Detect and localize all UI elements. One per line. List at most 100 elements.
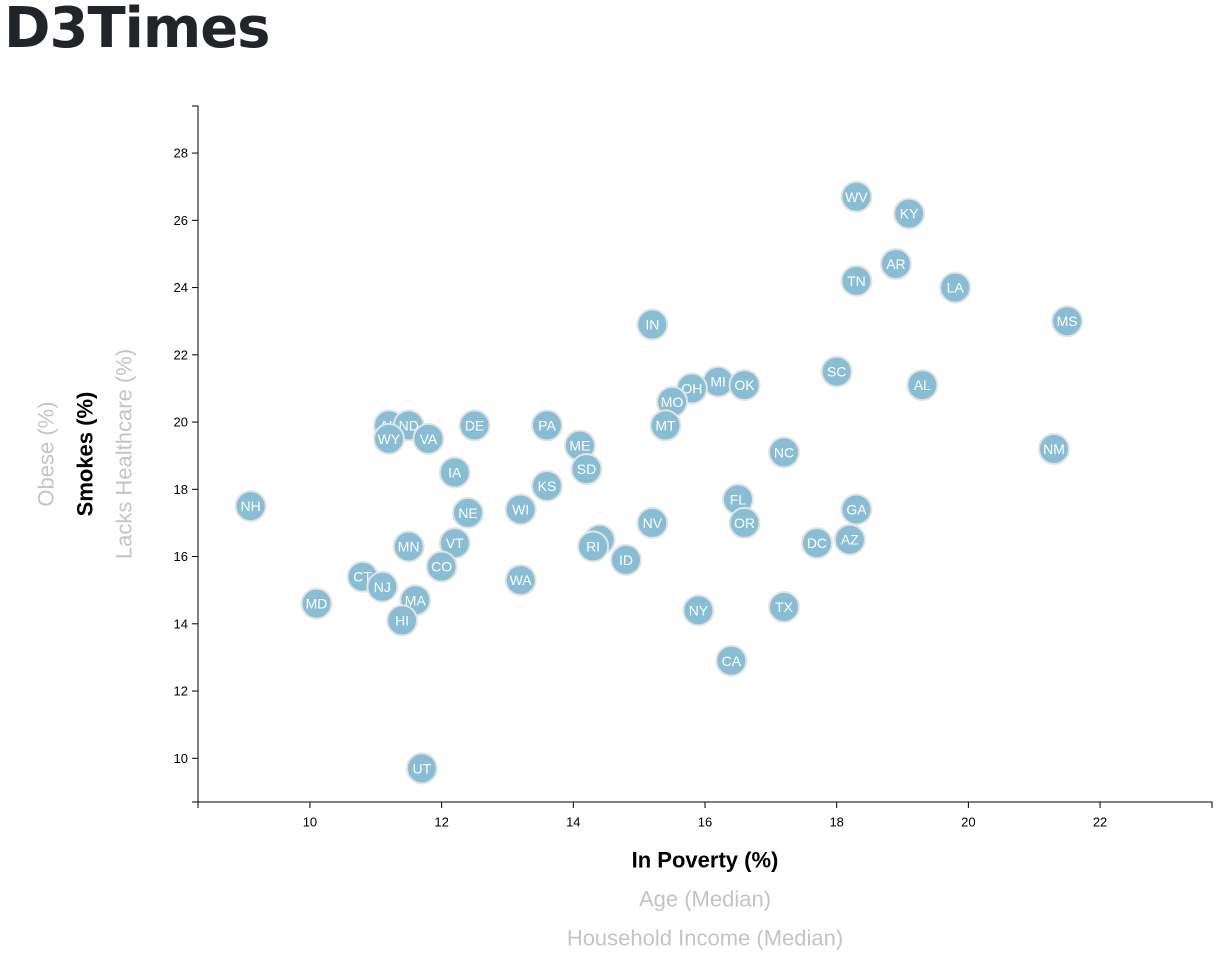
state-circle[interactable] [366,570,399,603]
state-circle[interactable] [649,409,682,442]
state-point-oh[interactable]: OH [675,372,708,405]
state-circle[interactable] [504,564,537,597]
state-circle[interactable] [577,530,610,563]
state-circle[interactable] [728,369,761,402]
state-circle[interactable] [840,180,873,213]
state-circle[interactable] [392,530,425,563]
state-point-ok[interactable]: OK [728,369,761,402]
y-tick-label: 24 [174,280,188,295]
state-circle[interactable] [840,493,873,526]
state-circle[interactable] [840,264,873,297]
state-point-or[interactable]: OR [728,506,761,539]
state-point-co[interactable]: CO [425,550,458,583]
state-circle[interactable] [234,490,267,523]
state-circle[interactable] [451,496,484,529]
state-circle[interactable] [405,752,438,785]
state-point-ne[interactable]: NE [451,496,484,529]
state-circle[interactable] [609,543,642,576]
state-circle[interactable] [833,523,866,556]
state-circle[interactable] [820,355,853,388]
state-circle[interactable] [300,587,333,620]
state-abbr: AL [914,377,931,393]
state-point-wy[interactable]: WY [372,422,405,455]
state-point-id[interactable]: ID [609,543,642,576]
state-point-dc[interactable]: DC [800,527,833,560]
state-point-ny[interactable]: NY [682,594,715,627]
state-abbr: NE [458,505,477,521]
state-point-md[interactable]: MD [300,587,333,620]
state-point-az[interactable]: AZ [833,523,866,556]
state-circle[interactable] [800,527,833,560]
state-point-tn[interactable]: TN [840,264,873,297]
x-tick-label: 20 [961,815,975,830]
state-point-va[interactable]: VA [412,422,445,455]
state-point-wa[interactable]: WA [504,564,537,597]
state-point-ks[interactable]: KS [530,469,563,502]
state-circle[interactable] [412,422,445,455]
state-circle[interactable] [1037,432,1070,465]
state-point-nj[interactable]: NJ [366,570,399,603]
state-point-sd[interactable]: SD [570,453,603,486]
state-circle[interactable] [728,506,761,539]
state-point-nh[interactable]: NH [234,490,267,523]
state-point-vt[interactable]: VT [438,527,471,560]
x-axis-title-2[interactable]: Household Income (Median) [567,926,843,951]
state-point-ar[interactable]: AR [879,248,912,281]
state-abbr: MA [405,592,427,608]
state-point-tx[interactable]: TX [768,590,801,623]
state-point-ca[interactable]: CA [715,644,748,677]
state-point-wi[interactable]: WI [504,493,537,526]
y-axis-title-2[interactable]: Obese (%) [34,401,59,506]
state-circle[interactable] [386,604,419,637]
state-point-mt[interactable]: MT [649,409,682,442]
y-tick-label: 28 [174,146,188,161]
x-axis-title-1[interactable]: Age (Median) [639,887,771,912]
x-axis-title-0[interactable]: In Poverty (%) [632,848,779,873]
state-point-nc[interactable]: NC [768,436,801,469]
state-circle[interactable] [636,506,669,539]
state-circle[interactable] [893,197,926,230]
state-point-sc[interactable]: SC [820,355,853,388]
state-circle[interactable] [636,308,669,341]
state-circle[interactable] [1051,305,1084,338]
state-circle[interactable] [425,550,458,583]
state-point-mn[interactable]: MN [392,530,425,563]
state-circle[interactable] [682,594,715,627]
state-point-ut[interactable]: UT [405,752,438,785]
state-circle[interactable] [570,453,603,486]
state-point-ri[interactable]: RI [577,530,610,563]
state-circle[interactable] [504,493,537,526]
state-circle[interactable] [372,422,405,455]
state-point-nv[interactable]: NV [636,506,669,539]
state-point-in[interactable]: IN [636,308,669,341]
state-point-mi[interactable]: MI [702,365,735,398]
state-circle[interactable] [715,644,748,677]
state-circle[interactable] [530,469,563,502]
state-circle[interactable] [768,590,801,623]
state-abbr: VA [420,431,438,447]
state-point-pa[interactable]: PA [530,409,563,442]
state-point-hi[interactable]: HI [386,604,419,637]
state-circle[interactable] [438,456,471,489]
y-axis-title-1[interactable]: Lacks Healthcare (%) [112,349,137,559]
state-point-ia[interactable]: IA [438,456,471,489]
state-point-de[interactable]: DE [458,409,491,442]
state-point-la[interactable]: LA [939,271,972,304]
state-point-nm[interactable]: NM [1037,432,1070,465]
state-point-me[interactable]: ME [563,429,596,462]
state-circle[interactable] [530,409,563,442]
state-circle[interactable] [458,409,491,442]
state-point-ky[interactable]: KY [893,197,926,230]
state-point-ms[interactable]: MS [1051,305,1084,338]
state-point-ga[interactable]: GA [840,493,873,526]
state-point-mo[interactable]: MO [656,385,689,418]
state-circle[interactable] [879,248,912,281]
y-axis-title-0[interactable]: Smokes (%) [73,392,98,517]
state-circle[interactable] [768,436,801,469]
state-point-wv[interactable]: WV [840,180,873,213]
state-circle[interactable] [939,271,972,304]
state-point-al[interactable]: AL [906,369,939,402]
state-circle[interactable] [906,369,939,402]
state-abbr: CO [431,559,452,575]
y-tick-label: 22 [174,347,188,362]
